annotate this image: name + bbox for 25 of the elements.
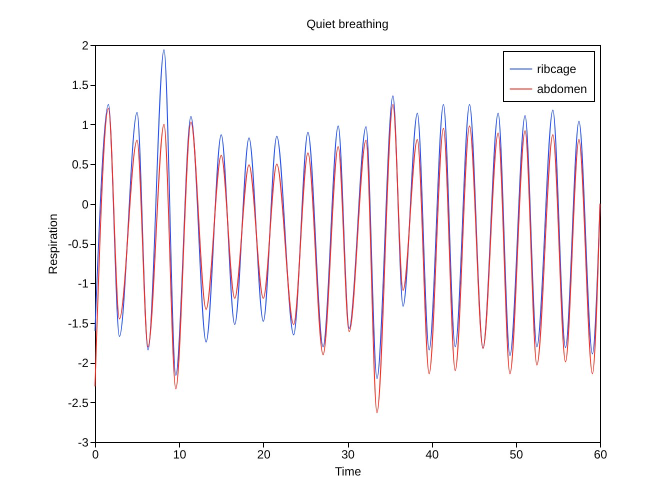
y-tick-label: 1.5: [72, 78, 89, 92]
y-tick-label: 0.5: [72, 158, 89, 172]
y-tick-label: 1: [82, 118, 89, 132]
x-tick-label: 40: [425, 448, 440, 462]
x-tick-label: 30: [341, 448, 355, 462]
y-tick-label: -1: [78, 276, 89, 291]
line-series: [94, 49, 600, 379]
y-tick-label: 2: [82, 38, 89, 52]
chart-title: Quiet breathing: [306, 17, 389, 31]
y-tick-label: -3: [78, 436, 89, 450]
x-axis-title: Time: [334, 464, 362, 478]
x-tick-label: 10: [172, 448, 187, 462]
y-tick-label: -1.5: [68, 316, 89, 330]
legend-label: ribcage: [537, 62, 577, 76]
x-tick-label: 50: [510, 448, 524, 462]
x-tick-label: 60: [594, 448, 608, 462]
y-axis-title: Respiration: [46, 214, 60, 274]
y-tick-label: -2.5: [68, 396, 89, 410]
y-tick-label: 0: [82, 197, 89, 212]
x-tick-label: 0: [92, 448, 100, 462]
x-tick-label: 20: [257, 448, 271, 462]
line-series: [94, 104, 600, 414]
legend-label: abdomen: [537, 82, 588, 96]
y-tick-label: -2: [78, 356, 89, 370]
y-tick-label: -0.5: [68, 237, 89, 251]
